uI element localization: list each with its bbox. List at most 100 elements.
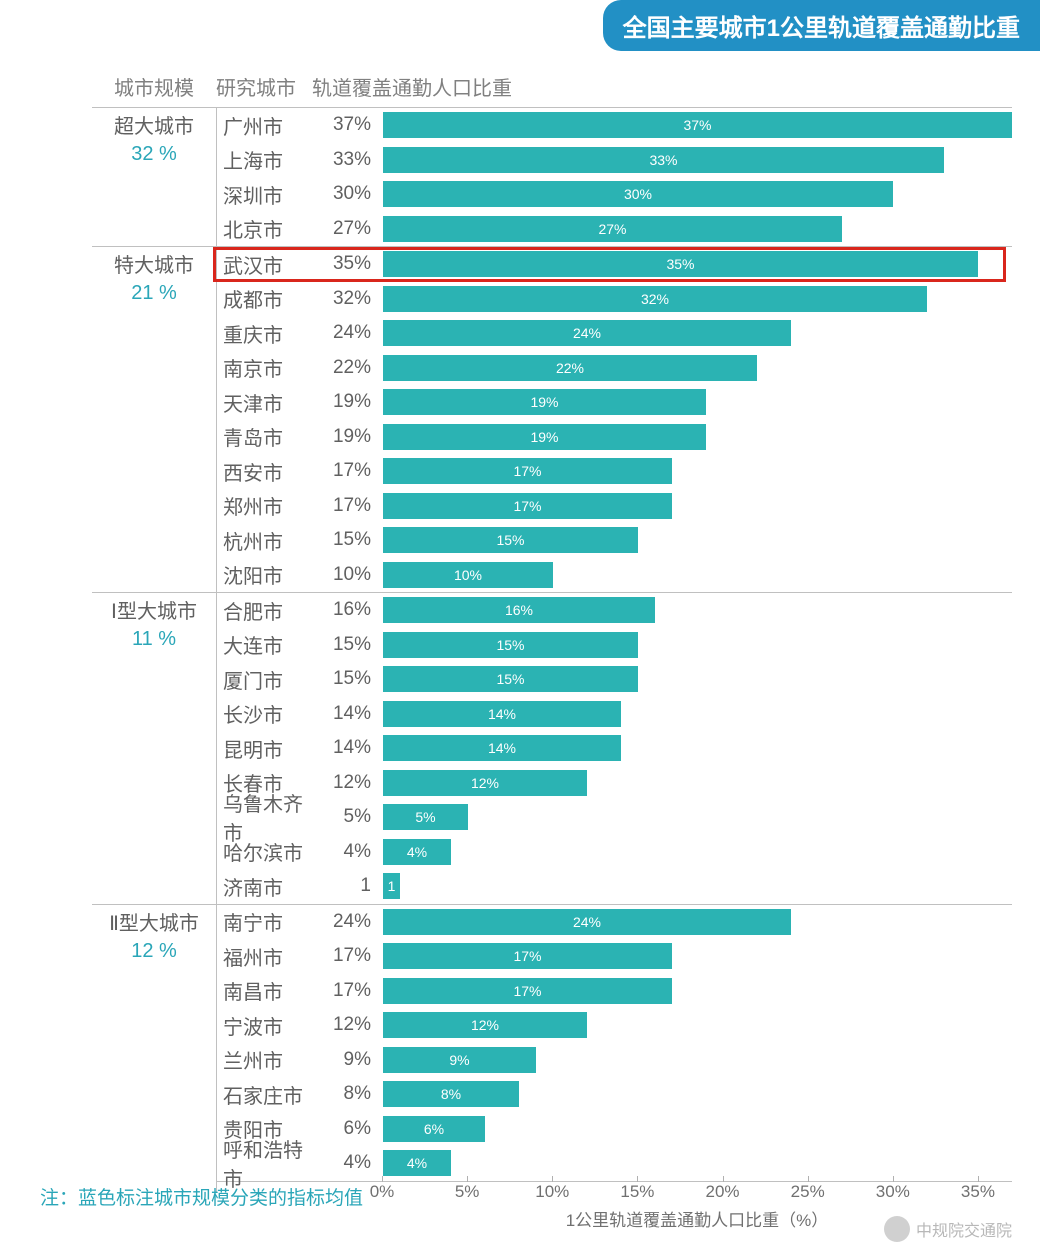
group: 特大城市21 %武汉市35%35%成都市32%32%重庆市24%24%南京市22… — [92, 246, 1012, 592]
city-pct: 37% — [317, 114, 383, 136]
city-pct: 14% — [317, 737, 383, 759]
bar: 22% — [383, 355, 757, 381]
bar-wrap: 19% — [383, 385, 1012, 420]
bar: 12% — [383, 770, 587, 796]
city-pct: 12% — [317, 772, 383, 794]
bar-wrap: 4% — [383, 1146, 1012, 1181]
city-pct: 17% — [317, 495, 383, 517]
bar: 5% — [383, 804, 468, 830]
bar: 32% — [383, 286, 927, 312]
city-pct: 1 — [317, 875, 383, 897]
data-row: 沈阳市10%10% — [217, 558, 1012, 593]
x-tick-mark — [978, 1176, 979, 1182]
bar-label: 15% — [496, 637, 524, 653]
bar: 4% — [383, 839, 451, 865]
city-name: 厦门市 — [217, 665, 317, 694]
city-pct: 4% — [317, 1152, 383, 1174]
city-pct: 16% — [317, 599, 383, 621]
bar-label: 4% — [407, 1155, 427, 1171]
city-name: 济南市 — [217, 872, 317, 901]
bar: 17% — [383, 458, 672, 484]
x-tick-mark — [893, 1176, 894, 1182]
city-pct: 15% — [317, 668, 383, 690]
data-row: 北京市27%27% — [217, 212, 1012, 247]
city-pct: 24% — [317, 911, 383, 933]
city-name: 青岛市 — [217, 422, 317, 451]
city-name: 天津市 — [217, 388, 317, 417]
x-tick-label: 25% — [791, 1182, 825, 1202]
city-name: 南宁市 — [217, 907, 317, 936]
bar-label: 9% — [449, 1052, 469, 1068]
group-avg-pct: 32 % — [92, 143, 216, 166]
data-row: 深圳市30%30% — [217, 177, 1012, 212]
bar: 10% — [383, 562, 553, 588]
x-tick-label: 5% — [455, 1182, 480, 1202]
data-row: 济南市11 — [217, 869, 1012, 904]
bar: 24% — [383, 909, 791, 935]
bar-label: 32% — [641, 291, 669, 307]
city-pct: 30% — [317, 183, 383, 205]
city-name: 福州市 — [217, 942, 317, 971]
x-tick-label: 15% — [620, 1182, 654, 1202]
bar-wrap: 22% — [383, 351, 1012, 386]
bar-label: 1 — [388, 878, 396, 894]
data-row: 青岛市19%19% — [217, 420, 1012, 455]
bar: 37% — [383, 112, 1012, 138]
bar-label: 14% — [488, 706, 516, 722]
bar-wrap: 32% — [383, 282, 1012, 317]
x-tick-mark — [382, 1176, 383, 1182]
group: Ⅱ型大城市12 %南宁市24%24%福州市17%17%南昌市17%17%宁波市1… — [92, 904, 1012, 1181]
city-pct: 10% — [317, 564, 383, 586]
group-label-cell: Ⅱ型大城市12 % — [92, 905, 216, 1181]
bar: 14% — [383, 701, 621, 727]
data-row: 长沙市14%14% — [217, 697, 1012, 732]
bar-wrap: 17% — [383, 939, 1012, 974]
data-row: 西安市17%17% — [217, 454, 1012, 489]
x-tick-mark — [723, 1176, 724, 1182]
bar-wrap: 15% — [383, 628, 1012, 663]
bar-label: 19% — [530, 394, 558, 410]
bar-wrap: 14% — [383, 697, 1012, 732]
city-pct: 12% — [317, 1014, 383, 1036]
bar-wrap: 15% — [383, 523, 1012, 558]
data-row: 郑州市17%17% — [217, 489, 1012, 524]
data-row: 南京市22%22% — [217, 351, 1012, 386]
bar: 19% — [383, 424, 706, 450]
bar-label: 15% — [496, 671, 524, 687]
data-row: 南昌市17%17% — [217, 974, 1012, 1009]
group-label-cell: 超大城市32 % — [92, 108, 216, 246]
bar-wrap: 10% — [383, 558, 1012, 593]
bar: 14% — [383, 735, 621, 761]
bar-label: 16% — [505, 602, 533, 618]
city-pct: 27% — [317, 218, 383, 240]
data-row: 合肥市16%16% — [217, 593, 1012, 628]
rows-cell: 南宁市24%24%福州市17%17%南昌市17%17%宁波市12%12%兰州市9… — [216, 905, 1012, 1181]
city-name: 南京市 — [217, 353, 317, 382]
city-name: 深圳市 — [217, 180, 317, 209]
x-tick-label: 35% — [961, 1182, 995, 1202]
data-row: 上海市33%33% — [217, 143, 1012, 178]
city-name: 武汉市 — [217, 250, 317, 279]
bar: 33% — [383, 147, 944, 173]
chart-area: 城市规模 研究城市 轨道覆盖通勤人口比重 超大城市32 %广州市37%37%上海… — [92, 72, 1012, 1224]
group: 超大城市32 %广州市37%37%上海市33%33%深圳市30%30%北京市27… — [92, 107, 1012, 246]
chart-title: 全国主要城市1公里轨道覆盖通勤比重 — [623, 15, 1020, 42]
city-name: 南昌市 — [217, 976, 317, 1005]
data-row: 长春市12%12% — [217, 766, 1012, 801]
data-row: 杭州市15%15% — [217, 523, 1012, 558]
data-row: 武汉市35%35% — [217, 247, 1012, 282]
group-label-cell: 特大城市21 % — [92, 247, 216, 592]
bar: 4% — [383, 1150, 451, 1176]
bar-label: 15% — [496, 532, 524, 548]
bar: 17% — [383, 978, 672, 1004]
bar: 30% — [383, 181, 893, 207]
data-row: 天津市19%19% — [217, 385, 1012, 420]
watermark-text: 中规院交通院 — [916, 1217, 1012, 1241]
bar-wrap: 8% — [383, 1077, 1012, 1112]
bar-label: 4% — [407, 844, 427, 860]
col-header-bars: 轨道覆盖通勤人口比重 — [308, 72, 1012, 101]
city-pct: 15% — [317, 634, 383, 656]
bar-label: 27% — [598, 221, 626, 237]
city-pct: 24% — [317, 322, 383, 344]
city-name: 郑州市 — [217, 491, 317, 520]
